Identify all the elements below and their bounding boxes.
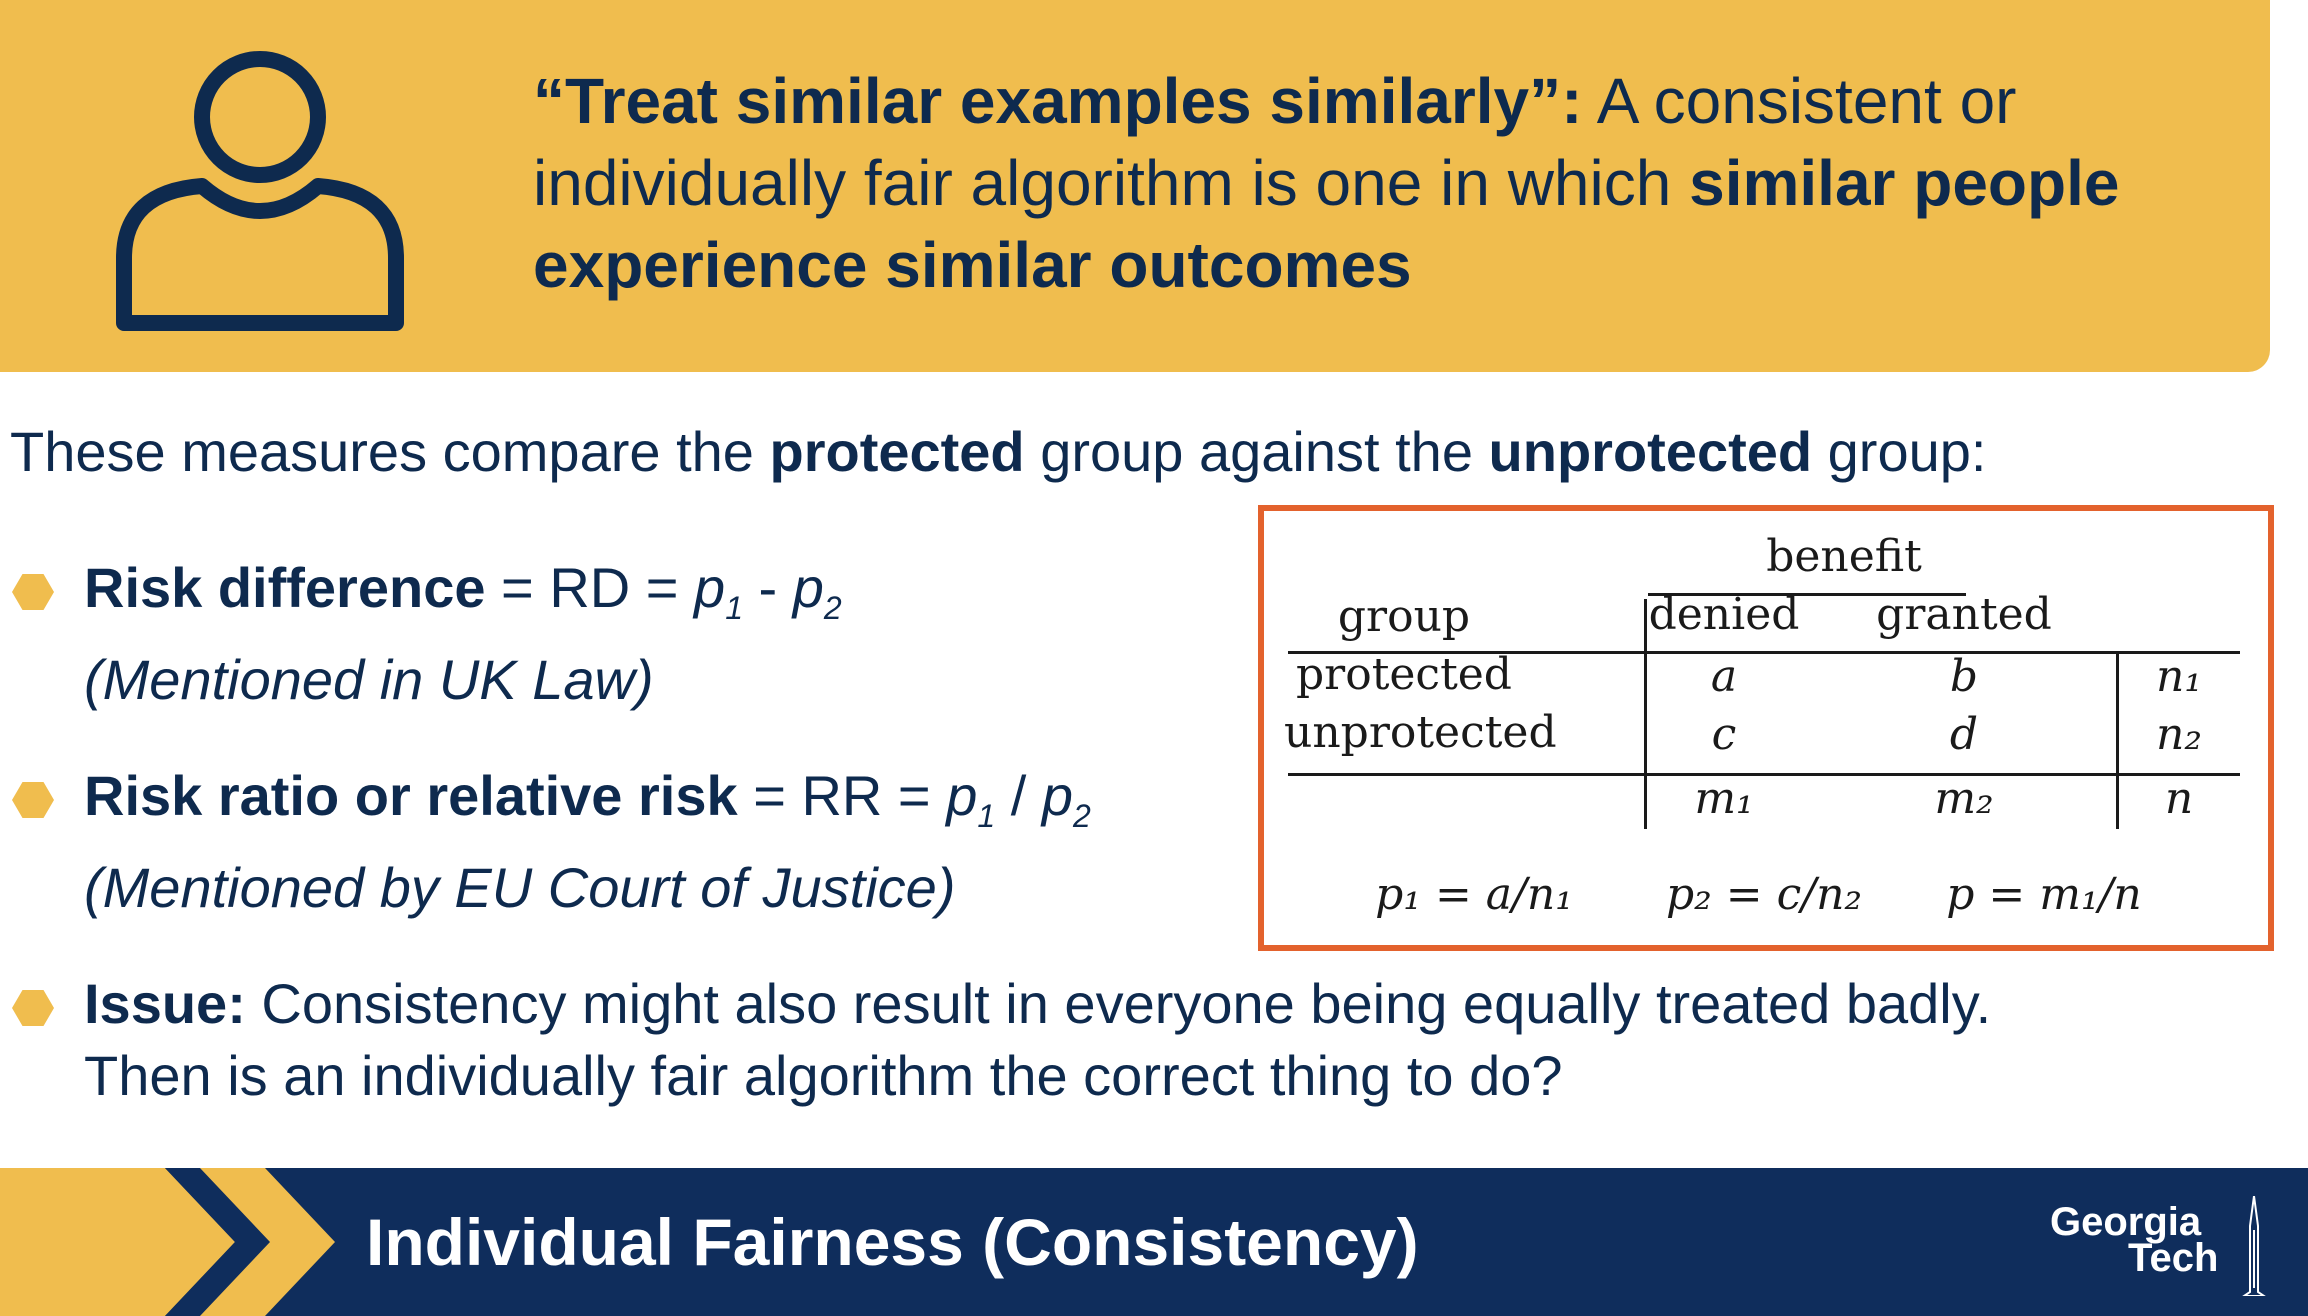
unprotected-term: unprotected xyxy=(1488,420,1813,483)
cell-d: d xyxy=(1949,709,1979,760)
cell-n1: n₁ xyxy=(2156,651,2202,702)
cell-m1: m₁ xyxy=(1694,773,1754,824)
formula-p2: p₂ = c/n₂ xyxy=(1665,869,1863,920)
tower-icon xyxy=(2242,1196,2266,1296)
header-benefit: benefit xyxy=(1766,531,1922,582)
header-denied: denied xyxy=(1648,589,1800,640)
cell-b: b xyxy=(1949,651,1979,702)
formula-p: p = m₁/n xyxy=(1946,869,2142,920)
person-icon xyxy=(116,51,404,331)
definition-emphasis: similar people experience similar outcom… xyxy=(533,147,2120,301)
row-protected-label: protected xyxy=(1296,649,1512,700)
definition-banner: “Treat similar examples similarly”: A co… xyxy=(0,0,2270,372)
cell-c: c xyxy=(1711,709,1737,760)
cell-n: n xyxy=(2164,773,2194,824)
issue-line-1: Issue: Consistency might also result in … xyxy=(84,972,1992,1035)
risk-ratio-note: (Mentioned by EU Court of Justice) xyxy=(84,856,956,920)
header-rule xyxy=(1288,651,2240,654)
issue-line-2: Then is an individually fair algorithm t… xyxy=(84,1044,1563,1107)
hexagon-bullet-icon xyxy=(12,990,54,1026)
risk-difference-line: Risk difference = RD = p1 - p2 xyxy=(84,556,842,627)
hexagon-bullet-icon xyxy=(12,782,54,818)
hexagon-bullet-icon xyxy=(12,574,54,610)
body-rule xyxy=(1288,773,2240,776)
footer-bar: Individual Fairness (Consistency) Georgi… xyxy=(0,1168,2308,1316)
slide-title: Individual Fairness (Consistency) xyxy=(366,1205,1419,1279)
definition-body: A consistent or individually fair algori… xyxy=(533,65,2017,219)
georgia-tech-logo: Georgia Tech xyxy=(2050,1188,2270,1300)
issue-term: Issue: xyxy=(84,972,246,1035)
header-group: group xyxy=(1337,591,1471,642)
logo-line-1: Georgia xyxy=(2050,1200,2202,1244)
vertical-rule-left xyxy=(1644,599,1647,829)
row-unprotected-label: unprotected xyxy=(1284,707,1557,758)
benefit-rule xyxy=(1648,593,1966,596)
contingency-table: benefit group denied granted protected a… xyxy=(1258,505,2274,951)
risk-ratio-term: Risk ratio or relative risk xyxy=(84,764,738,827)
protected-term: protected xyxy=(769,420,1025,483)
risk-ratio-line: Risk ratio or relative risk = RR = p1 / … xyxy=(84,764,1091,835)
intro-line: These measures compare the protected gro… xyxy=(10,420,1987,483)
cell-m2: m₂ xyxy=(1934,773,1994,824)
chevron-icon xyxy=(0,1168,335,1316)
formula-p1: p₁ = a/n₁ xyxy=(1375,869,1573,920)
definition-text: “Treat similar examples similarly”: A co… xyxy=(533,60,2233,306)
definition-quote: “Treat similar examples similarly”: xyxy=(533,65,1583,137)
cell-n2: n₂ xyxy=(2156,709,2202,760)
vertical-rule-right xyxy=(2116,653,2119,829)
cell-a: a xyxy=(1710,651,1738,702)
logo-line-2: Tech xyxy=(2128,1236,2219,1280)
header-granted: granted xyxy=(1876,589,2052,640)
risk-difference-note: (Mentioned in UK Law) xyxy=(84,648,654,712)
risk-difference-term: Risk difference xyxy=(84,556,486,619)
